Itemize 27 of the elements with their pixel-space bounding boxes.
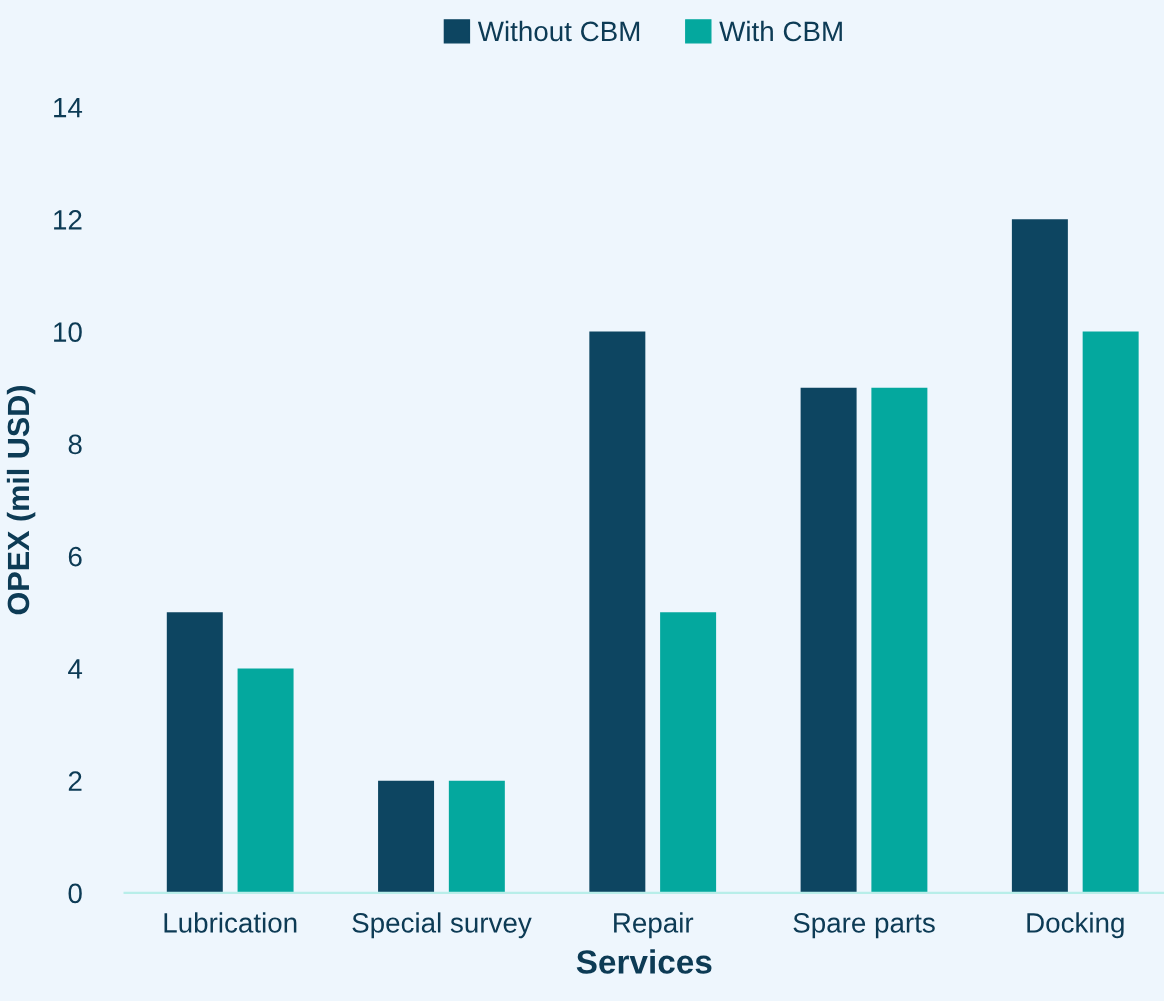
y-tick-label: 6	[68, 546, 82, 567]
y-axis-title: OPEX (mil USD)	[6, 386, 36, 615]
x-tick-label: Repair	[614, 912, 694, 939]
x-tick-label: Special survey	[352, 912, 532, 939]
bar	[1011, 219, 1068, 893]
y-tick-label: 2	[68, 771, 82, 791]
x-axis-title: Services	[576, 949, 712, 974]
bar	[660, 612, 717, 893]
legend-label: Without CBM	[477, 20, 640, 42]
y-tick-label: 4	[68, 659, 83, 679]
bar	[800, 387, 857, 893]
bar	[237, 668, 294, 893]
bar	[589, 331, 646, 893]
bar	[378, 780, 435, 893]
x-tick-label: Docking	[1027, 912, 1124, 939]
bar	[871, 387, 928, 893]
bar	[448, 780, 505, 893]
bar	[166, 612, 223, 893]
x-tick-label: Spare parts	[793, 913, 935, 939]
x-tick-label: Lubrication	[164, 912, 297, 933]
bar	[1082, 331, 1139, 893]
y-tick-label: 12	[54, 210, 82, 230]
y-tick-label: 14	[54, 98, 83, 118]
y-tick-label: 8	[68, 434, 82, 455]
legend-label: With CBM	[719, 20, 842, 42]
y-tick-label: 10	[54, 322, 82, 342]
y-tick-label: 0	[68, 883, 82, 904]
